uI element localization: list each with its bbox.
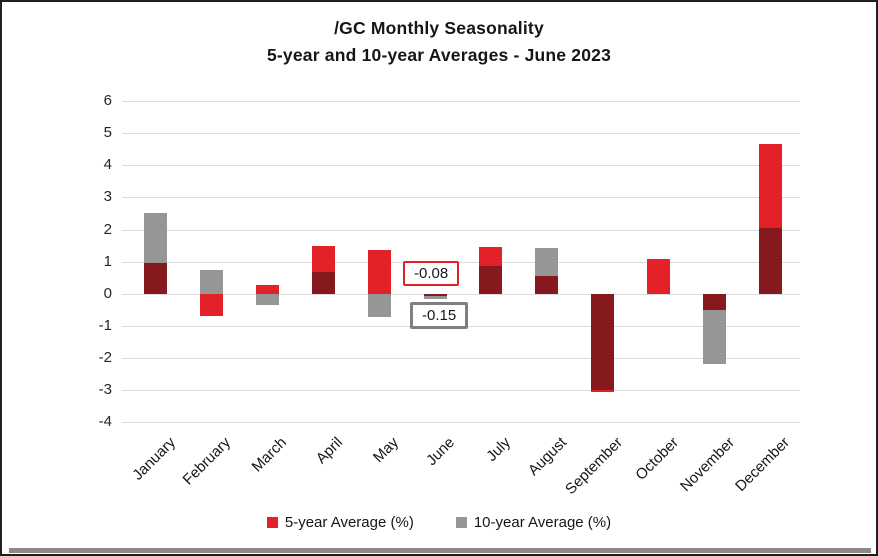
bar-september-overlap <box>591 293 615 390</box>
y-tick-label: 0 <box>103 285 112 302</box>
gridline <box>122 421 800 423</box>
bar-february-10yr <box>199 269 223 294</box>
bar-april-overlap <box>311 271 335 294</box>
x-axis-label-september: September <box>561 434 626 498</box>
x-axis-label-july: July <box>483 434 514 465</box>
bar-september-5yr <box>591 390 615 392</box>
bar-august-10yr <box>535 247 559 277</box>
gridline <box>122 229 800 231</box>
gridline <box>122 196 800 198</box>
bar-february-5yr <box>199 293 223 317</box>
legend-label-10yr: 10-year Average (%) <box>473 514 612 531</box>
gridline <box>122 132 800 134</box>
bar-december-5yr <box>758 144 782 228</box>
gridline <box>122 100 800 102</box>
legend-swatch-5yr-icon <box>266 517 278 528</box>
y-tick-label: 5 <box>103 124 112 141</box>
bar-november-10yr <box>703 309 726 364</box>
legend-item-5yr: 5-year Average (%) <box>266 514 414 531</box>
y-tick-label: 1 <box>103 253 112 270</box>
y-tick-label: 6 <box>103 92 112 109</box>
bar-december-overlap <box>758 227 782 294</box>
y-tick-label: 3 <box>103 188 112 205</box>
bar-november-overlap <box>703 293 726 310</box>
gridline <box>122 357 800 359</box>
bar-march-5yr <box>255 284 279 294</box>
gridline <box>122 261 800 263</box>
y-tick-label: 4 <box>103 156 112 173</box>
x-axis-label-march: March <box>248 434 291 476</box>
x-axis-label-january: January <box>128 434 179 484</box>
window-bottom-edge <box>9 548 871 553</box>
legend-swatch-10yr-icon <box>455 517 467 528</box>
bar-may-10yr <box>367 293 391 318</box>
bar-june-10yr <box>423 296 447 299</box>
bar-january-overlap <box>144 262 167 294</box>
bar-july-overlap <box>479 266 503 294</box>
chart-title-line1: /GC Monthly Seasonality <box>334 18 544 38</box>
bar-march-10yr <box>255 293 279 305</box>
x-axis-label-october: October <box>631 434 682 484</box>
gridline <box>122 293 800 295</box>
x-axis-label-february: February <box>179 434 235 489</box>
y-tick-label: -3 <box>98 381 112 398</box>
y-tick-label: -2 <box>98 349 112 366</box>
bar-april-5yr <box>311 246 335 272</box>
bar-may-5yr <box>367 250 391 294</box>
x-axis-label-august: August <box>524 434 570 480</box>
x-axis-label-december: December <box>732 434 794 495</box>
data-label-june-10yr: -0.15 <box>410 302 469 329</box>
gridline <box>122 389 800 391</box>
gridline <box>122 164 800 166</box>
x-axis-label-april: April <box>312 434 347 468</box>
x-axis-label-may: May <box>370 434 403 467</box>
x-axis-label-november: November <box>676 434 738 495</box>
bar-january-10yr <box>144 212 167 263</box>
y-tick-label: 2 <box>103 221 112 238</box>
data-label-june-5yr: -0.08 <box>403 261 460 286</box>
legend-item-10yr: 10-year Average (%) <box>455 514 612 531</box>
y-tick-label: -1 <box>98 317 112 334</box>
chart-title-line2: 5-year and 10-year Averages - June 2023 <box>266 45 612 65</box>
legend-label-5yr: 5-year Average (%) <box>284 514 414 531</box>
y-tick-label: -4 <box>98 413 112 430</box>
bar-july-5yr <box>479 247 503 267</box>
bar-june-overlap <box>423 293 447 297</box>
bar-october-5yr <box>647 259 671 294</box>
legend: 5-year Average (%) 10-year Average (%) <box>2 514 876 531</box>
x-axis-label-june: June <box>422 434 459 470</box>
bar-august-overlap <box>535 276 559 294</box>
chart-title: /GC Monthly Seasonality 5-year and 10-ye… <box>2 15 876 69</box>
